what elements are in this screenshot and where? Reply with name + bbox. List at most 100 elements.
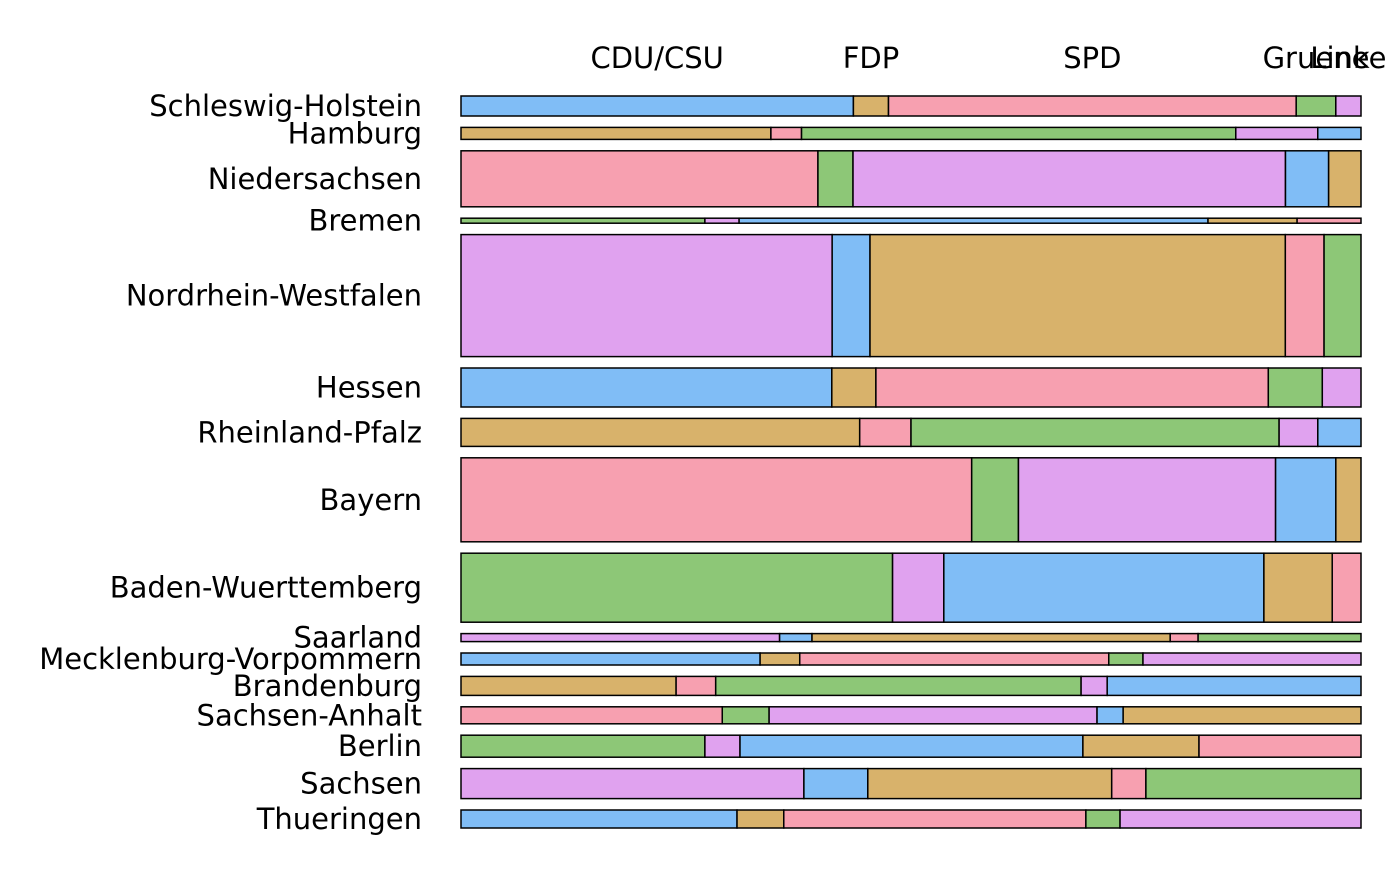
mosaic-cell [1317,126,1362,141]
mosaic-cell [1296,217,1362,224]
mosaic-cell [1278,417,1319,448]
mosaic-cell [460,150,819,208]
mosaic-cell [460,706,724,725]
mosaic-cell [869,233,1287,358]
mosaic-cell [831,367,877,408]
mosaic-cell [867,767,1113,800]
mosaic-cell [1106,675,1362,697]
mosaic-cell [721,706,770,725]
mosaic-cell [778,632,813,643]
mosaic-cell [460,217,706,224]
column-label: Linke [1310,41,1386,75]
mosaic-cell [460,552,894,623]
mosaic-cell [852,150,1287,208]
mosaic-cell [800,126,1237,141]
mosaic-cell [1317,417,1362,448]
mosaic-cell [852,95,890,117]
mosaic-cell [460,675,677,697]
mosaic-cell [738,217,1209,224]
column-label: SPD [1063,41,1121,75]
row-label: Hamburg [288,116,422,150]
mosaic-cell [1235,126,1319,141]
mosaic-cell [1274,457,1337,543]
mosaic-cell [768,706,1098,725]
row-label: Niedersachsen [208,162,422,196]
row-label: Schleswig-Holstein [149,89,422,123]
row-label: Bremen [309,204,423,238]
mosaic-cell [1323,233,1362,358]
mosaic-cell [759,652,801,666]
mosaic-cell [1197,632,1362,643]
mosaic-cell [1082,734,1200,758]
mosaic-cell [1284,233,1325,358]
mosaic-cell [1096,706,1124,725]
mosaic-cell [1335,457,1362,543]
mosaic-cell [798,652,1110,666]
mosaic-cell [1321,367,1362,408]
mosaic-cell [1169,632,1199,643]
mosaic-cell [803,767,869,800]
mosaic-cell [970,457,1020,543]
row-label: Berlin [338,729,422,763]
mosaic-cell [1327,150,1362,208]
mosaic-cell [1110,767,1147,800]
row-label: Thueringen [256,802,422,836]
mosaic-cell [704,734,741,758]
mosaic-cell [460,126,772,141]
mosaic-cell [460,233,833,358]
mosaic-cell [1085,809,1121,829]
mosaic-cell [1198,734,1362,758]
mosaic-cell [1267,367,1324,408]
mosaic-cell [1284,150,1330,208]
mosaic-cell [811,632,1171,643]
mosaic-cell [704,217,740,224]
row-label: Sachsen-Anhalt [197,698,422,732]
column-label: Gruene [1263,41,1370,75]
mosaic-cell [1017,457,1277,543]
mosaic-cell [783,809,1087,829]
mosaic-cell [460,734,706,758]
mosaic-cell [1122,706,1362,725]
row-label: Nordrhein-Westfalen [126,279,422,313]
mosaic-cell [875,367,1270,408]
mosaic-cell [1145,767,1362,800]
mosaic-cell [1331,552,1362,623]
mosaic-cell [831,233,871,358]
mosaic-cell [460,652,761,666]
column-label: FDP [843,41,900,75]
mosaic-cell [887,95,1297,117]
mosaic-cell [1142,652,1362,666]
row-label: Saarland [294,621,423,655]
mosaic-cell [1295,95,1337,117]
mosaic-cell [943,552,1265,623]
mosaic-cell [675,675,717,697]
mosaic-cell [817,150,854,208]
mosaic-cell [714,675,1082,697]
mosaic-cell [460,632,781,643]
row-label: Sachsen [300,767,422,801]
mosaic-cell [1335,95,1362,117]
row-label: Brandenburg [233,669,422,703]
mosaic-cell [1207,217,1298,224]
row-label: Hessen [316,371,422,405]
mosaic-cell [1263,552,1333,623]
mosaic-cell [1119,809,1362,829]
mosaic-cell [460,367,833,408]
row-label: Bayern [320,483,422,517]
column-label: CDU/CSU [590,41,723,75]
mosaic-cell [891,552,945,623]
mosaic-cell [460,417,861,448]
mosaic-cell [1080,675,1108,697]
mosaic-cell [460,767,805,800]
row-label: Mecklenburg-Vorpommern [39,642,422,676]
mosaic-cell [770,126,803,141]
mosaic-cell [460,95,855,117]
row-label: Rheinland-Pfalz [197,415,422,449]
mosaic-cell [739,734,1084,758]
mosaic-cell [1107,652,1144,666]
mosaic-cell [910,417,1280,448]
mosaic-cell [460,809,738,829]
mosaic-cell [460,457,973,543]
row-label: Baden-Wuerttemberg [110,571,422,605]
